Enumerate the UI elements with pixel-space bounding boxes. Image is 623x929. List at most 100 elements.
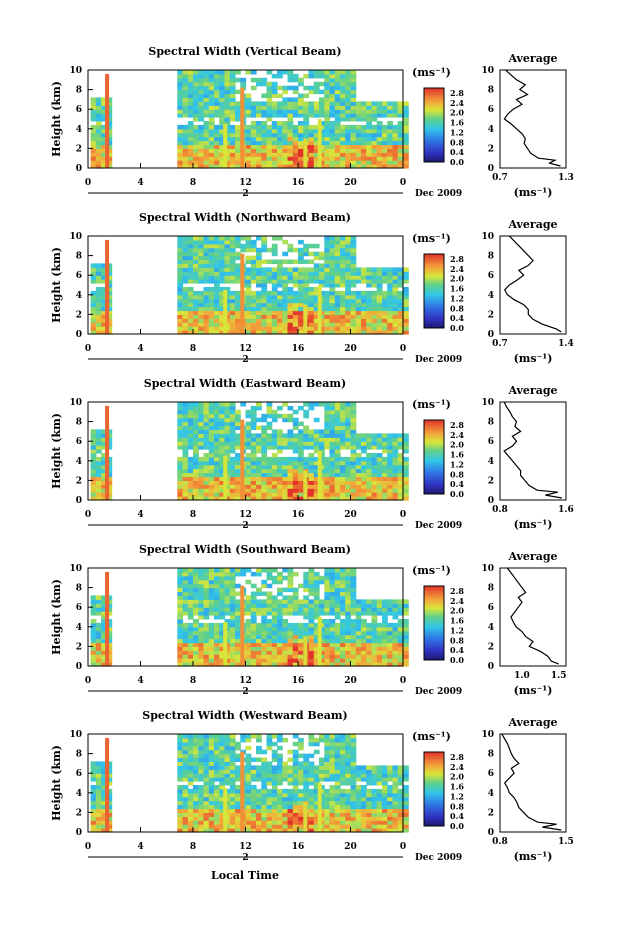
heatmap-cell xyxy=(345,734,351,739)
heatmap-cell xyxy=(345,745,351,751)
heatmap-cell xyxy=(193,314,199,319)
heatmap-cell xyxy=(376,144,383,149)
heatmap-cell xyxy=(303,124,310,130)
heatmap-cell xyxy=(355,476,362,481)
heatmap-cell xyxy=(256,662,262,667)
heatmap-cell xyxy=(95,761,102,766)
heatmap-cell xyxy=(292,275,299,280)
heatmap-cell xyxy=(298,769,304,774)
heatmap-cell xyxy=(366,445,372,450)
heatmap-cell xyxy=(287,583,294,589)
x-tick-label: 20 xyxy=(344,676,357,686)
heatmap-cell xyxy=(376,136,383,142)
heatmap-cell xyxy=(245,136,252,142)
heatmap-cell xyxy=(319,310,325,315)
heatmap-cell xyxy=(224,662,231,667)
heatmap-cell xyxy=(214,800,220,806)
heatmap-cell xyxy=(397,468,404,474)
heatmap-cell xyxy=(308,496,315,501)
heatmap-cell xyxy=(203,259,210,264)
heatmap-cell xyxy=(361,603,367,608)
heatmap-cell xyxy=(392,607,399,612)
average-y-tick-label: 6 xyxy=(488,105,494,115)
colorbar-tick-label: 0.0 xyxy=(450,157,464,167)
heatmap-cell xyxy=(95,781,102,786)
heatmap-cell xyxy=(324,290,331,296)
heatmap-cell xyxy=(208,737,215,743)
heatmap-cell xyxy=(371,160,378,165)
heatmap-cell xyxy=(266,571,273,577)
heatmap-cell xyxy=(90,124,97,130)
heatmap-cell xyxy=(266,595,273,600)
heatmap-cell xyxy=(219,650,226,655)
heatmap-cell xyxy=(355,445,362,450)
heatmap-cell xyxy=(345,824,351,829)
heatmap-cell xyxy=(245,425,252,430)
heatmap-cell xyxy=(287,417,294,423)
heatmap-cell xyxy=(208,298,215,304)
heatmap-cell xyxy=(329,480,336,485)
heatmap-cell xyxy=(366,634,372,640)
heatmap-cell xyxy=(208,433,215,438)
heatmap-cell xyxy=(208,148,215,153)
heatmap-cell xyxy=(329,571,336,577)
heatmap-cell xyxy=(193,136,199,142)
heatmap-cell xyxy=(95,634,102,640)
heatmap-cell xyxy=(350,472,357,478)
heatmap-cell xyxy=(177,105,184,110)
heatmap-cell xyxy=(345,579,351,585)
heatmap-cell xyxy=(334,480,341,485)
heatmap-cell xyxy=(345,476,351,481)
heatmap-cell xyxy=(256,156,262,161)
heatmap-cell xyxy=(95,164,102,169)
heatmap-cell xyxy=(219,251,226,257)
heatmap-cell xyxy=(90,595,97,600)
heatmap-cell xyxy=(266,81,273,87)
heatmap-cell xyxy=(193,741,199,747)
heatmap-cell xyxy=(95,812,102,817)
heatmap-cell xyxy=(392,136,399,142)
x-tick-label: 0 xyxy=(400,344,406,354)
heatmap-cell xyxy=(224,587,231,593)
heatmap-cell xyxy=(324,761,331,766)
heatmap-cell xyxy=(355,152,362,157)
heatmap-cell xyxy=(319,658,325,663)
heatmap-cell xyxy=(277,164,283,169)
heatmap-cell xyxy=(235,792,241,798)
heatmap-cell xyxy=(324,472,331,478)
heatmap-cell xyxy=(101,824,107,829)
heatmap-cell xyxy=(355,480,362,485)
average-x-tick-label: 0.8 xyxy=(492,505,508,515)
heatmap-cell xyxy=(182,492,189,497)
heatmap-cell xyxy=(208,429,215,434)
heatmap-cell xyxy=(298,777,304,782)
heatmap-cell xyxy=(198,642,205,647)
heatmap-cell xyxy=(229,310,236,315)
heatmap-cell xyxy=(193,429,199,434)
heatmap-cell xyxy=(382,433,388,438)
heatmap-cell xyxy=(350,132,357,138)
heatmap-cell xyxy=(250,140,257,146)
heatmap-cell xyxy=(403,603,409,608)
heatmap-cell xyxy=(366,267,372,272)
heatmap-cell xyxy=(229,437,236,442)
heatmap-cell xyxy=(177,283,184,288)
heatmap-cell xyxy=(208,445,215,450)
heatmap-cell xyxy=(106,476,113,481)
heatmap-cell xyxy=(345,128,351,134)
heatmap-cell xyxy=(345,658,351,663)
heatmap-cell xyxy=(261,271,268,276)
heatmap-cell xyxy=(271,765,278,770)
heatmap-cell xyxy=(101,634,107,640)
heatmap-cell xyxy=(403,650,409,655)
heatmap-cell xyxy=(256,777,262,782)
heatmap-cell xyxy=(287,287,294,292)
heatmap-cell xyxy=(203,575,210,581)
heatmap-cell xyxy=(182,808,189,813)
heatmap-cell xyxy=(397,453,404,458)
heatmap-cell xyxy=(397,302,404,308)
heatmap-cell xyxy=(224,85,231,91)
heatmap-cell xyxy=(277,148,283,153)
heatmap-cell xyxy=(224,97,231,102)
heatmap-cell xyxy=(340,117,346,122)
